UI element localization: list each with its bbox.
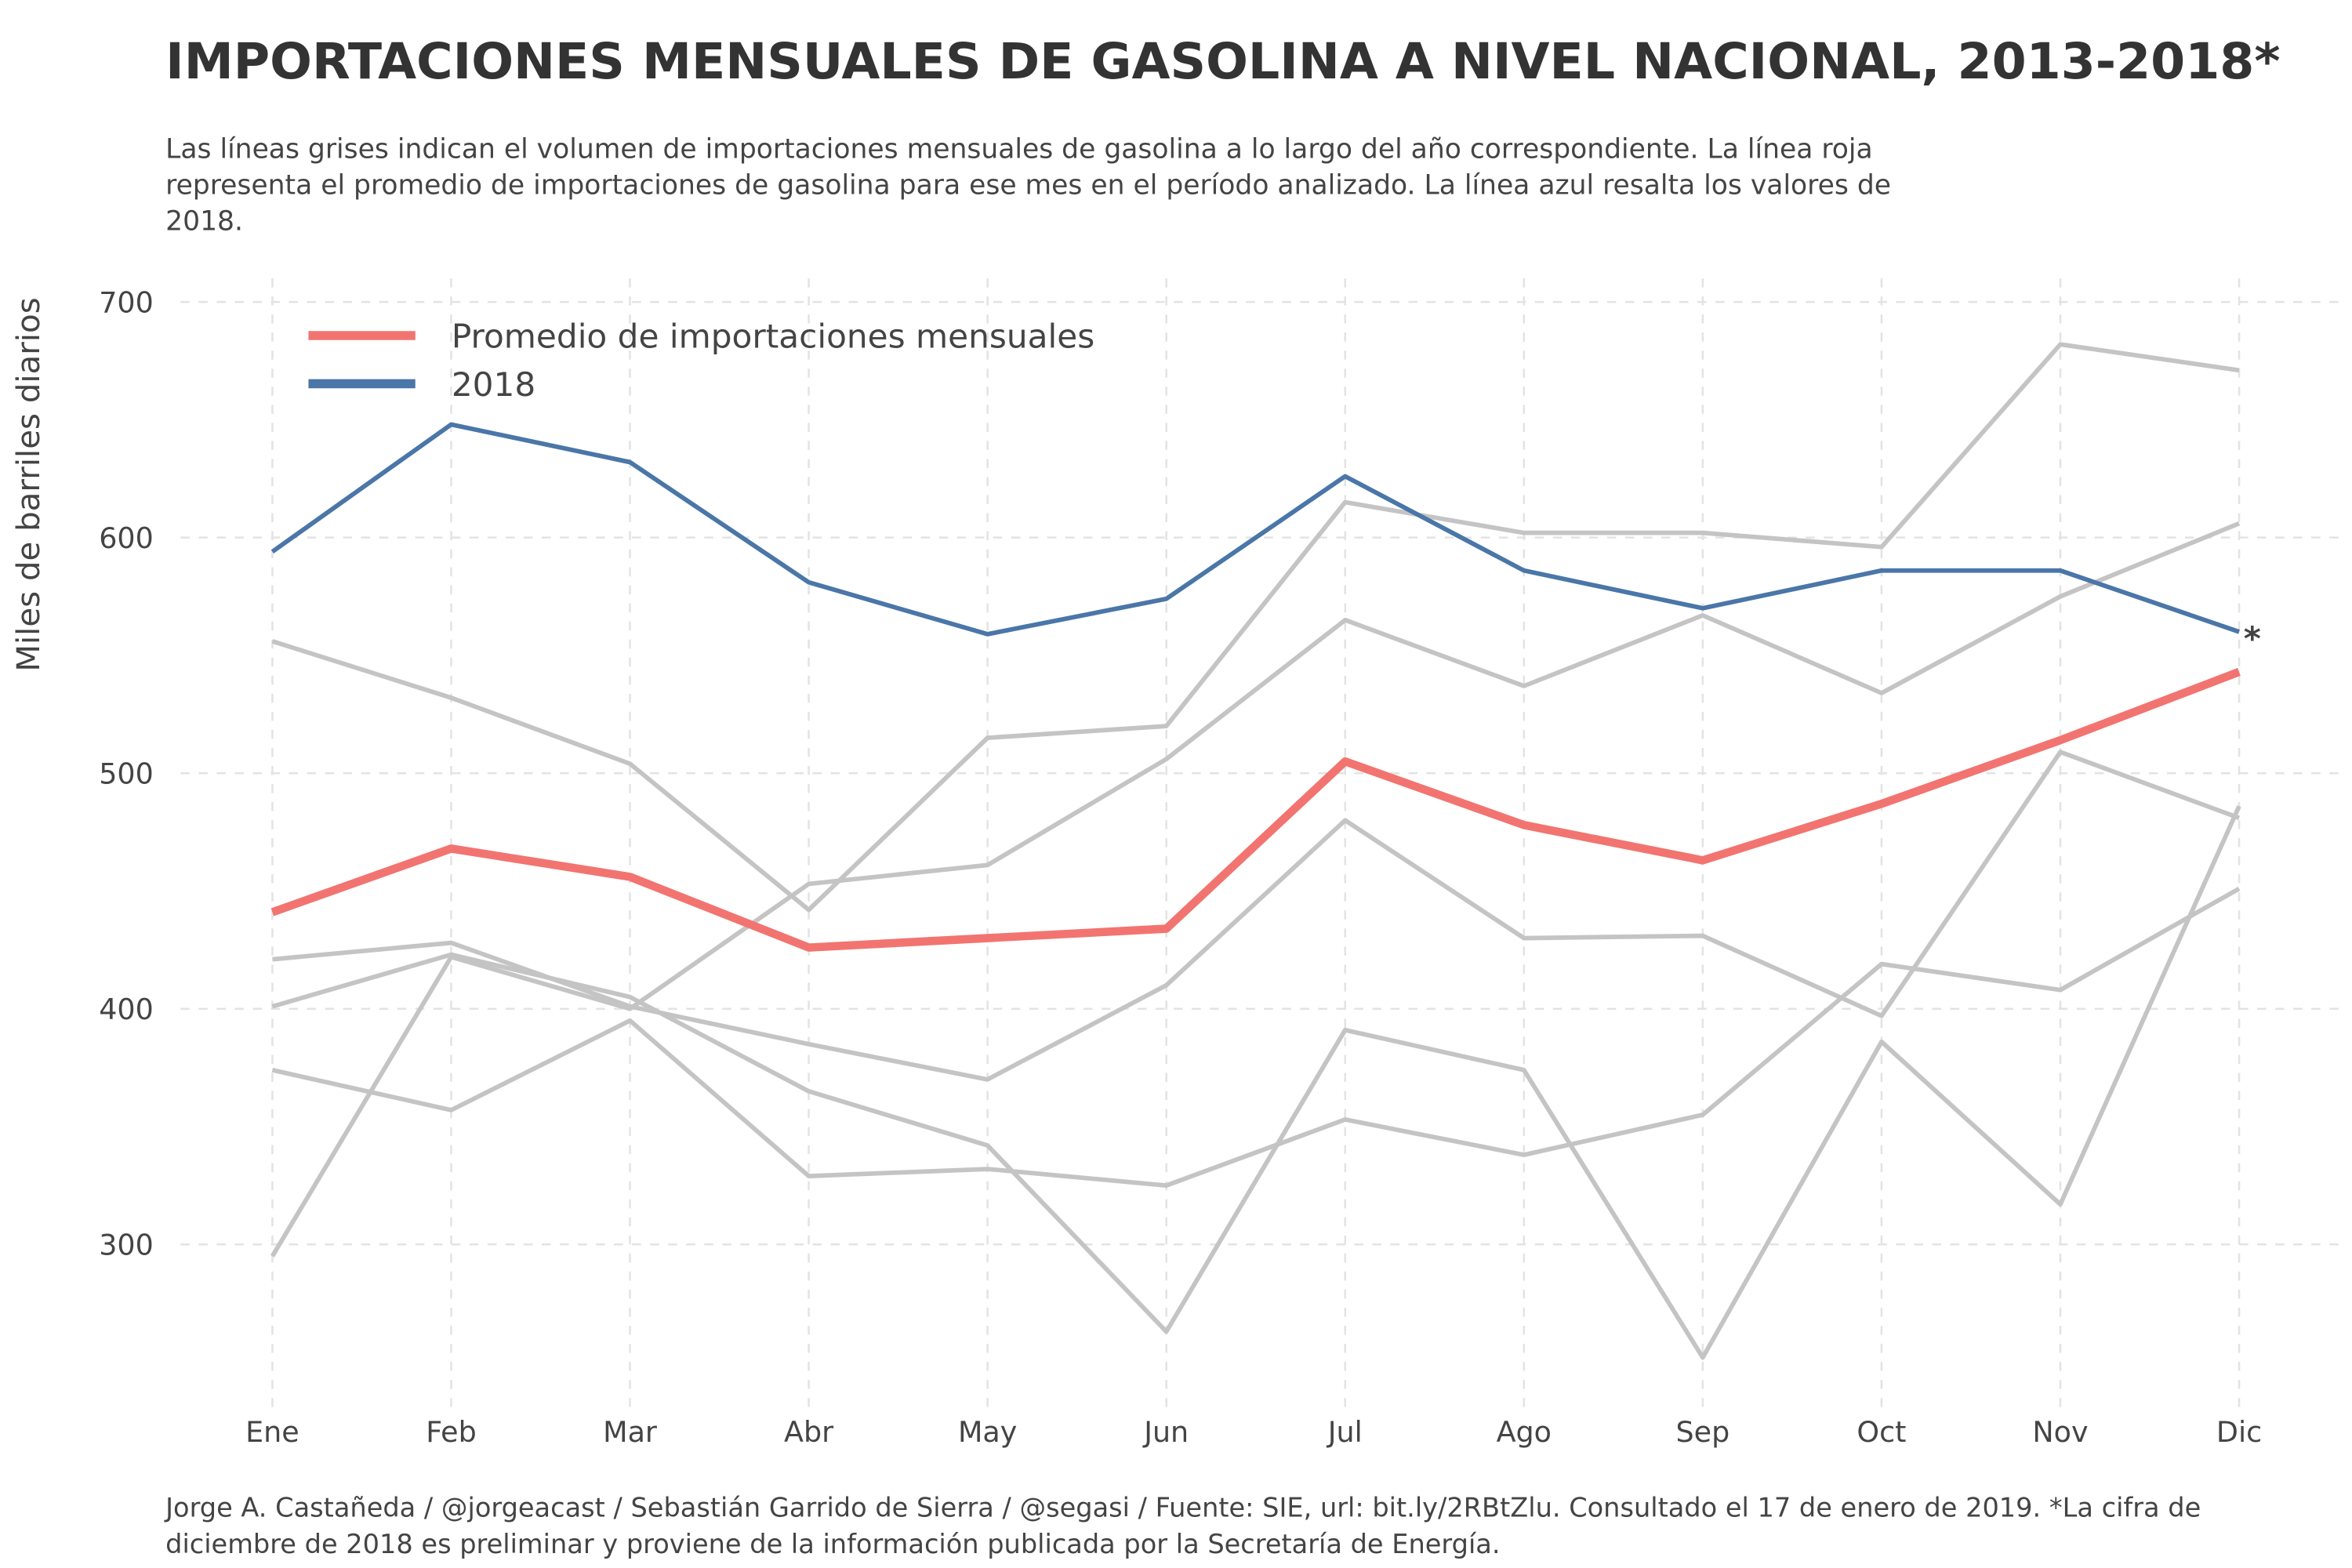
year-line [270,521,2241,1258]
x-tick-label: Nov [2032,1415,2088,1449]
x-tick-label: Jun [1142,1415,1189,1449]
x-tick-label: Dic [2216,1415,2262,1449]
y-axis-label: Miles de barriles diarios [10,297,47,672]
caption: diciembre de 2018 es preliminar y provie… [165,1529,1500,1559]
subtitle: 2018. [165,206,243,238]
year-line [271,886,2241,1189]
x-tick-label: Ago [1497,1415,1552,1449]
x-tick-label: May [958,1415,1017,1449]
y-tick-label: 600 [99,521,154,555]
caption: Jorge A. Castañeda / @jorgeacast / Sebas… [164,1493,2201,1523]
series-line [270,422,2240,637]
y-tick-label: 300 [99,1229,154,1262]
x-tick-label: Oct [1857,1415,1906,1449]
year-line [271,342,2240,913]
y-tick-label: 400 [99,993,154,1026]
subtitle: Las líneas grises indican el volumen de … [165,134,1873,165]
subtitle: representa el promedio de importaciones … [165,170,1891,201]
year-line [271,805,2241,1360]
year-line [272,750,2241,1082]
x-tick-label: Feb [426,1415,477,1449]
legend-label: Promedio de importaciones mensuales [452,317,1094,355]
chart-title: IMPORTACIONES MENSUALES DE GASOLINA A NI… [165,32,2280,90]
x-tick-label: Sep [1676,1415,1730,1449]
y-tick-label: 500 [99,757,154,791]
x-tick-label: Jul [1327,1415,1363,1449]
series-line [270,668,2241,952]
y-tick-label: 700 [99,286,154,320]
annotation: * [2244,619,2261,658]
legend-label: 2018 [452,365,535,404]
x-tick-label: Ene [245,1415,299,1449]
x-tick-label: Abr [784,1415,833,1449]
x-tick-label: Mar [603,1415,657,1449]
